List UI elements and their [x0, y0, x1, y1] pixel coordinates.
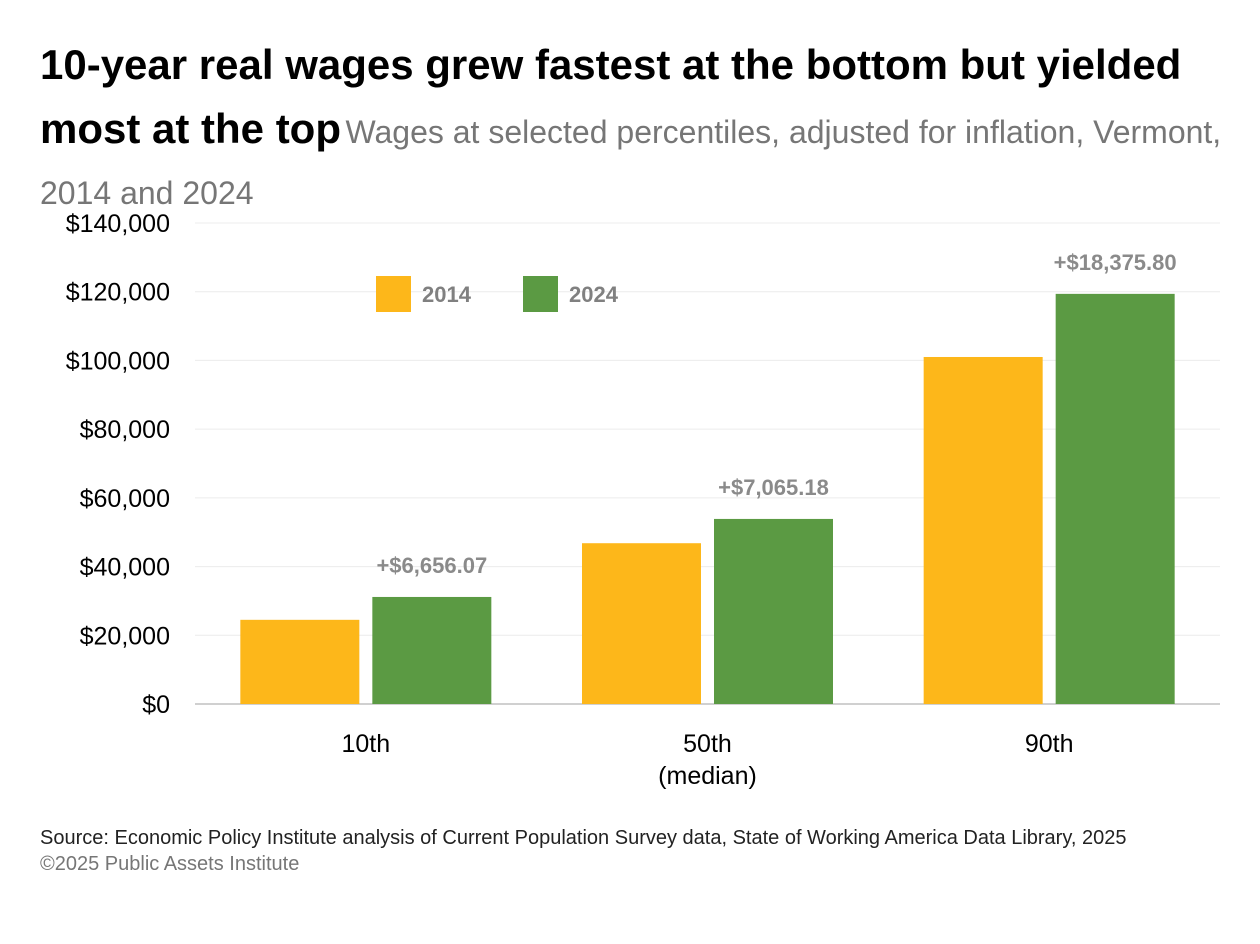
- x-category-label: (median): [658, 762, 757, 790]
- bar-2024-90th: [1055, 293, 1175, 704]
- x-category-label: 10th: [341, 730, 390, 758]
- y-tick-label: $80,000: [80, 416, 170, 444]
- chart-title: 10-year real wages grew fastest at the b…: [40, 41, 1182, 152]
- chart-subtitle: Wages at selected percentiles, adjusted …: [40, 114, 1222, 211]
- bar-2014-50th: [582, 543, 701, 704]
- y-tick-label: $100,000: [66, 347, 170, 375]
- y-tick-label: $20,000: [80, 622, 170, 650]
- bar-2014-90th: [923, 356, 1043, 704]
- data-label: +$6,656.07: [376, 553, 487, 578]
- bar-2024-50th: [714, 518, 833, 704]
- legend-swatch-2024: [523, 276, 558, 312]
- legend-swatch-2014: [376, 276, 411, 312]
- x-category-label: 50th: [683, 730, 732, 758]
- x-category-label: 90th: [1025, 730, 1074, 758]
- copyright: ©2025 Public Assets Institute: [40, 853, 300, 875]
- chart-title-block: 10-year real wages grew fastest at the b…: [40, 38, 1230, 227]
- bar-2024-10th: [372, 596, 492, 704]
- footer: Source: Economic Policy Institute analys…: [40, 825, 1220, 877]
- source-note: Source: Economic Policy Institute analys…: [40, 827, 1127, 849]
- bar-2014-10th: [240, 619, 360, 704]
- y-tick-label: $60,000: [80, 485, 170, 513]
- y-tick-label: $40,000: [80, 554, 170, 582]
- legend-label: 2024: [569, 282, 619, 307]
- legend-label: 2014: [422, 282, 472, 307]
- data-label: +$18,375.80: [1054, 250, 1177, 275]
- y-tick-label: $140,000: [66, 210, 170, 238]
- y-tick-label: $120,000: [66, 279, 170, 307]
- y-tick-label: $0: [142, 691, 170, 719]
- data-label: +$7,065.18: [718, 475, 829, 500]
